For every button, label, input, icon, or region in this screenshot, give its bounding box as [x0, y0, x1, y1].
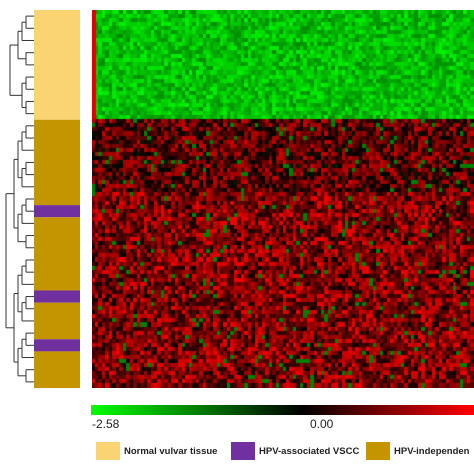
legend-label-hpv-associated: HPV-associated VSCC: [259, 445, 360, 457]
legend-label-normal: Normal vulvar tissue: [124, 445, 218, 457]
annotation-block-7: [34, 351, 80, 388]
legend-swatch-normal: [96, 442, 120, 460]
annotation-block-3: [34, 217, 80, 291]
color-scale-bar: [91, 405, 474, 415]
annotation-block-2: [34, 205, 80, 218]
row-dendrogram: [5, 15, 34, 383]
scale-tick-min: -2.58: [92, 417, 120, 431]
legend-swatch-hpv-independent: [366, 442, 390, 460]
annotation-block-0: [34, 10, 80, 120]
group-legend: Normal vulvar tissue HPV-associated VSCC…: [96, 442, 474, 460]
legend-item-normal: Normal vulvar tissue: [96, 442, 217, 460]
legend-item-hpv-independent: HPV-independen: [366, 442, 469, 460]
scale-tick-mid: 0.00: [310, 417, 334, 431]
annotation-block-4: [34, 290, 80, 303]
annotation-block-1: [34, 119, 80, 206]
legend-swatch-hpv-associated: [231, 442, 255, 460]
legend-label-hpv-independent: HPV-independen: [394, 445, 470, 457]
heatmap-matrix: [92, 10, 474, 388]
sample-group-annotation-strip: [34, 10, 80, 388]
annotation-block-5: [34, 302, 80, 340]
color-scale-gradient: [91, 405, 474, 415]
legend-item-hpv-associated: HPV-associated VSCC: [231, 442, 359, 460]
annotation-block-6: [34, 339, 80, 352]
